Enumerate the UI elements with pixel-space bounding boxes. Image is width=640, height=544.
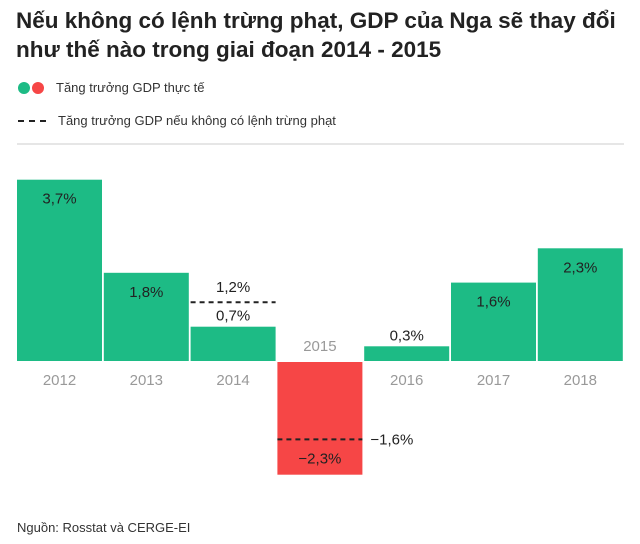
x-tick-2016: 2016 <box>390 372 423 389</box>
divider <box>17 143 624 145</box>
bar-2016 <box>364 346 450 361</box>
data-label-2017: 1,6% <box>476 294 510 311</box>
x-tick-2012: 2012 <box>43 372 76 389</box>
data-label-2012: 3,7% <box>42 191 76 208</box>
bar-2017 <box>451 282 536 361</box>
data-label-2015: −2,3% <box>298 451 341 468</box>
x-tick-2017: 2017 <box>477 372 510 389</box>
x-tick-2013: 2013 <box>130 372 163 389</box>
legend-label-no-sanctions: Tăng trưởng GDP nếu không có lệnh trừng … <box>58 113 336 128</box>
dashed-line-icon <box>18 119 46 122</box>
data-label-2013: 1,8% <box>129 284 163 301</box>
green-dot-icon <box>18 81 30 94</box>
dashed-label-2014: 1,2% <box>216 279 250 296</box>
bar-2014 <box>190 326 276 361</box>
data-label-2018: 2,3% <box>563 259 597 276</box>
source-note: Nguồn: Rosstat và CERGE-EI <box>17 520 191 535</box>
bar-2015 <box>277 362 363 475</box>
data-label-2016: 0,3% <box>390 327 424 344</box>
legend-label-actual: Tăng trưởng GDP thực tế <box>56 80 205 95</box>
bar-2013 <box>103 272 189 361</box>
x-tick-2018: 2018 <box>564 372 597 389</box>
legend-item-actual: Tăng trưởng GDP thực tế <box>18 80 205 95</box>
chart-title: Nếu không có lệnh trừng phạt, GDP của Ng… <box>16 8 616 62</box>
bar-2012 <box>17 179 102 361</box>
bar-2018 <box>537 248 623 361</box>
dashed-label-2015: −1,6% <box>370 431 413 448</box>
data-label-2014: 0,7% <box>216 308 250 325</box>
x-tick-2014: 2014 <box>216 372 249 389</box>
red-dot-icon <box>32 81 44 94</box>
x-tick-2015: 2015 <box>303 338 336 355</box>
legend-item-no-sanctions: Tăng trưởng GDP nếu không có lệnh trừng … <box>18 113 336 128</box>
